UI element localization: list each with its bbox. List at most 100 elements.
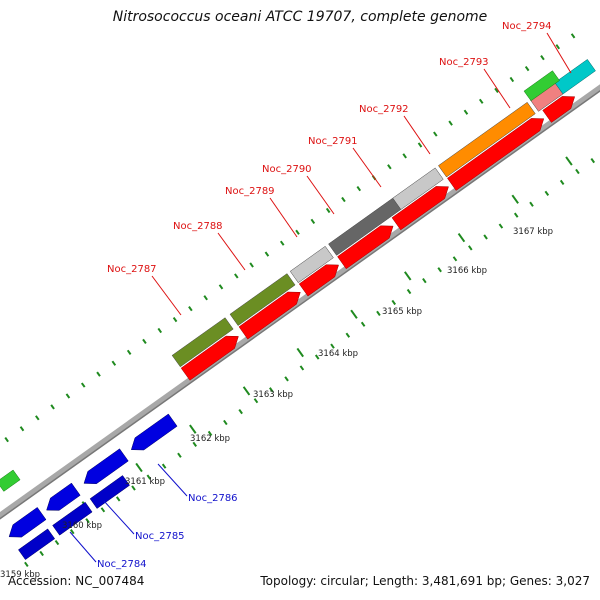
forward-gene-label[interactable]: Noc_2790 — [262, 164, 312, 175]
tick-label-layer: 3159 kbp 3160 kbp 3161 kbp 3162 kbp 3163 kbp… — [0, 227, 553, 580]
upper-tick-mark — [279, 240, 285, 246]
tick-layer — [4, 33, 596, 568]
reverse-gene-arrow[interactable] — [83, 448, 129, 484]
lower-tick-mark — [207, 430, 213, 437]
forward-gene-arrow[interactable] — [238, 291, 301, 340]
lower-tick-mark — [575, 168, 580, 175]
forward-gene-block[interactable] — [171, 317, 234, 368]
forward-gene-leader-line — [546, 32, 572, 74]
upper-tick-mark — [188, 306, 193, 312]
major-tick-mark — [242, 386, 251, 396]
upper-tick-mark — [433, 131, 438, 137]
forward-gene-leader-line — [306, 175, 335, 215]
coordinate-tick-label: 3163 kbp — [253, 390, 293, 400]
upper-tick-mark — [234, 273, 239, 279]
lower-tick-mark — [314, 354, 320, 360]
lower-tick-mark — [161, 463, 167, 469]
upper-tick-mark — [203, 295, 208, 301]
lower-tick-mark — [590, 157, 596, 164]
upper-tick-mark — [509, 76, 515, 83]
forward-gene-leader-line — [217, 232, 246, 271]
forward-gene-block[interactable] — [289, 245, 334, 284]
reverse-gene-arrow[interactable] — [46, 482, 81, 511]
upper-tick-mark — [524, 65, 530, 72]
upper-tick-mark — [555, 44, 561, 50]
forward-gene-block[interactable] — [438, 101, 536, 178]
forward-gene-arrow[interactable] — [180, 335, 239, 381]
reverse-gene-arrow[interactable] — [8, 507, 47, 538]
upper-tick-mark — [142, 338, 147, 345]
forward-gene-label[interactable]: Noc_2791 — [308, 136, 358, 147]
forward-gene-label[interactable]: Noc_2792 — [359, 104, 409, 115]
coordinate-tick-label: 3161 kbp — [125, 477, 165, 487]
forward-gene-block[interactable] — [392, 167, 444, 210]
lower-tick-mark — [146, 474, 152, 480]
forward-gene-arrow[interactable] — [337, 225, 394, 270]
reverse-gene-block[interactable] — [52, 501, 93, 536]
lower-tick-mark — [177, 452, 182, 458]
upper-tick-mark — [356, 186, 362, 192]
lower-tick-mark — [115, 496, 121, 502]
reverse-gene-block[interactable] — [89, 475, 130, 509]
gene-label-layer: Noc_2787 Noc_2788 Noc_2789 Noc_2790 Noc_2791… — [69, 21, 572, 570]
lower-tick-mark — [70, 529, 75, 535]
coordinate-tick-label: 3167 kbp — [513, 227, 553, 237]
lower-tick-mark — [299, 365, 305, 371]
forward-gene-label[interactable]: Noc_2789 — [225, 186, 275, 197]
reverse-gene-leader-line — [69, 531, 97, 563]
major-tick-mark — [565, 156, 573, 166]
forward-gene-leader-line — [151, 275, 182, 316]
coordinate-tick-label: 3166 kbp — [447, 266, 487, 276]
lower-tick-mark — [376, 310, 381, 316]
upper-tick-mark — [249, 262, 254, 268]
genome-summary-text: Topology: circular; Length: 3,481,691 bp… — [260, 574, 590, 588]
reverse-gene-block[interactable] — [18, 528, 56, 560]
lower-tick-mark — [391, 299, 397, 306]
major-tick-mark — [511, 194, 519, 204]
upper-tick-mark — [96, 371, 101, 377]
forward-gene-arrow[interactable] — [298, 264, 339, 297]
coordinate-tick-label: 3165 kbp — [382, 307, 422, 317]
reverse-gene-label[interactable]: Noc_2785 — [135, 531, 185, 542]
major-tick-mark — [189, 424, 197, 434]
lower-tick-mark — [100, 507, 106, 513]
coordinate-tick-label: 3159 kbp — [0, 570, 40, 580]
map-title: Nitrosococcus oceani ATCC 19707, complet… — [112, 9, 488, 25]
reverse-gene-label[interactable]: Noc_2786 — [188, 493, 238, 504]
forward-gene-label[interactable]: Noc_2788 — [173, 221, 223, 232]
upper-tick-mark — [448, 120, 453, 126]
upper-tick-mark — [402, 153, 407, 159]
forward-gene-small-green[interactable] — [523, 70, 560, 102]
upper-tick-mark — [417, 142, 423, 148]
upper-tick-mark — [111, 360, 117, 366]
forward-gene-label[interactable]: Noc_2787 — [107, 264, 157, 275]
upper-tick-mark — [4, 437, 9, 443]
lower-tick-mark — [54, 539, 60, 546]
lower-tick-mark — [468, 245, 473, 251]
upper-tick-mark — [80, 382, 86, 388]
upper-tick-mark — [157, 327, 163, 334]
lower-tick-mark — [345, 332, 351, 338]
upper-tick-mark — [325, 207, 331, 214]
upper-tick-mark — [494, 87, 499, 94]
forward-gene-arrow[interactable] — [542, 96, 576, 123]
reverse-gene-label[interactable]: Noc_2784 — [97, 559, 147, 570]
coordinate-tick-label: 3160 kbp — [62, 521, 102, 531]
upper-tick-mark — [570, 33, 576, 39]
forward-gene-leader-line — [483, 68, 511, 109]
upper-tick-mark — [264, 251, 270, 257]
reverse-gene-arrow[interactable] — [130, 413, 178, 451]
forward-gene-cyan-edge[interactable] — [554, 59, 596, 95]
reverse-gene-leader-line — [157, 463, 188, 497]
forward-gene-arrow[interactable] — [391, 186, 449, 231]
lower-tick-mark — [284, 376, 289, 382]
forward-gene-label[interactable]: Noc_2793 — [439, 57, 489, 68]
forward-gene-block[interactable] — [229, 273, 296, 326]
forward-gene-label[interactable]: Noc_2794 — [502, 21, 552, 32]
lower-tick-mark — [330, 343, 335, 349]
forward-gene-arrow[interactable] — [447, 118, 545, 191]
upper-tick-mark — [35, 415, 40, 421]
forward-gene-small-green[interactable] — [0, 469, 21, 492]
upper-tick-mark — [19, 426, 25, 432]
